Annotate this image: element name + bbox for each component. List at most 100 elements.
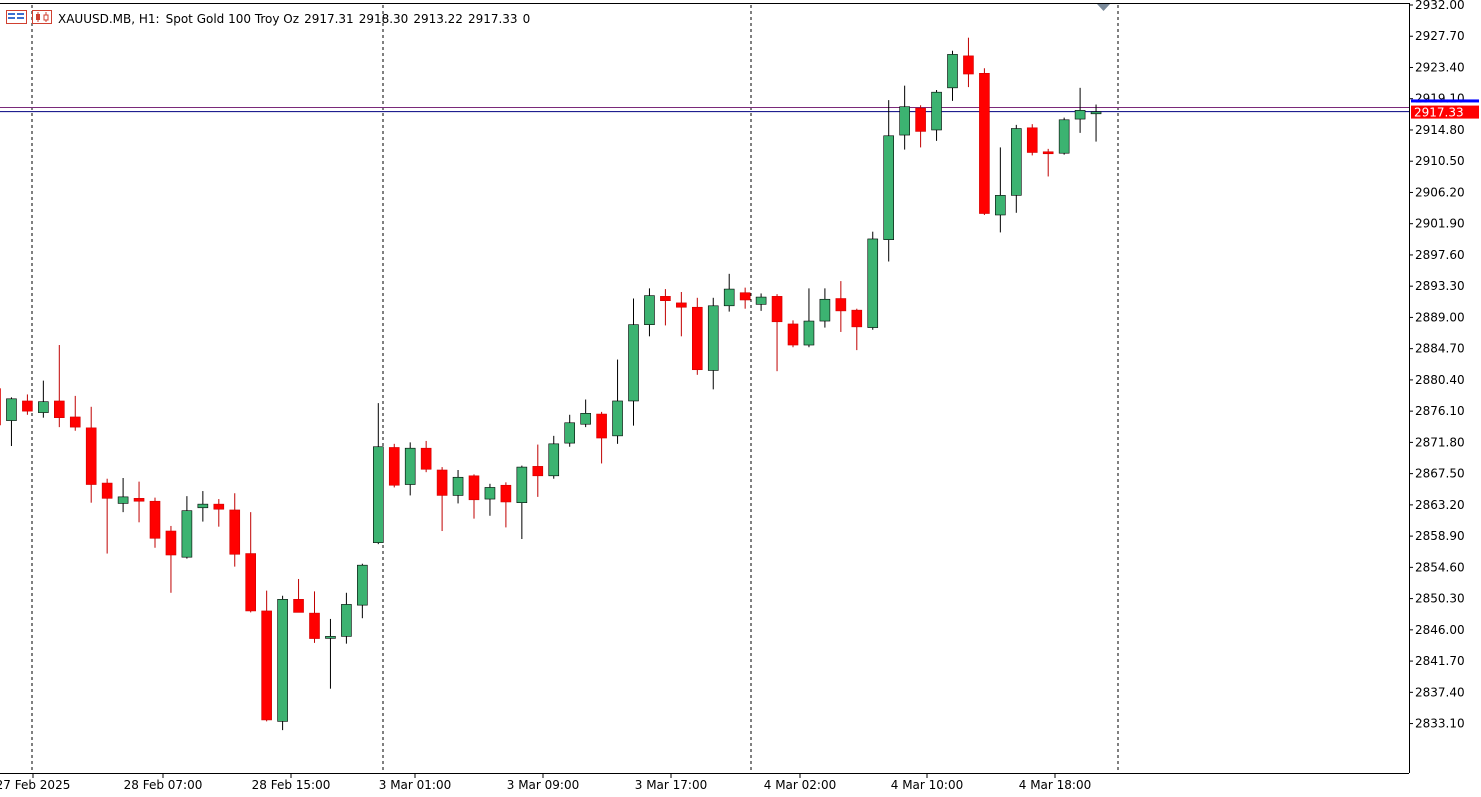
candle[interactable] [309, 591, 320, 643]
candle[interactable] [947, 50, 958, 101]
candle[interactable] [1010, 124, 1022, 213]
candle[interactable] [325, 618, 336, 689]
candle[interactable] [660, 289, 671, 326]
candle[interactable] [915, 105, 926, 148]
candle[interactable] [548, 435, 560, 479]
candle[interactable] [468, 474, 480, 519]
candle-body [420, 447, 432, 470]
candle[interactable] [245, 512, 256, 613]
y-tick-label: 2854.60 [1415, 560, 1465, 574]
candle[interactable] [963, 37, 974, 88]
candle-body [293, 599, 304, 613]
candle[interactable] [612, 359, 623, 444]
candle[interactable] [707, 297, 719, 390]
candle[interactable] [676, 291, 687, 337]
candle[interactable] [787, 320, 799, 348]
candle[interactable] [1026, 124, 1038, 156]
candle[interactable] [404, 442, 416, 496]
candle-body [436, 469, 448, 496]
candle[interactable] [564, 414, 576, 447]
candle[interactable] [899, 85, 910, 150]
candle[interactable] [771, 294, 783, 372]
candle[interactable] [181, 496, 193, 559]
candle[interactable] [484, 483, 496, 516]
candle[interactable] [6, 397, 17, 447]
candle[interactable] [628, 298, 639, 426]
candle-body [372, 446, 384, 543]
candle[interactable] [596, 411, 607, 464]
candle[interactable] [644, 288, 655, 337]
candle[interactable] [277, 595, 288, 731]
candle[interactable] [341, 592, 352, 644]
candle[interactable] [53, 345, 65, 428]
candle[interactable] [452, 469, 464, 504]
candle[interactable] [85, 406, 97, 503]
shift-marker-icon[interactable] [1097, 4, 1110, 11]
candle[interactable] [979, 68, 990, 215]
candle[interactable] [580, 399, 591, 428]
x-tick-label: 4 Mar 02:00 [764, 778, 837, 792]
candle-body [532, 466, 544, 477]
candle[interactable] [835, 281, 847, 332]
symbol-label: XAUUSD.MB, H1: [58, 11, 160, 26]
candle[interactable] [165, 525, 177, 593]
candle[interactable] [1042, 148, 1054, 177]
candle[interactable] [516, 465, 528, 540]
price-axis: 2932.00 2927.70 2923.40 2919.10 2914.80 2910.… [1409, 0, 1465, 731]
x-tick-label: 4 Mar 10:00 [891, 778, 964, 792]
candle-body [452, 476, 464, 496]
candle[interactable] [261, 590, 272, 722]
candle[interactable] [69, 395, 81, 431]
candle[interactable] [357, 563, 368, 619]
candle-body [899, 106, 910, 136]
candle[interactable] [38, 380, 49, 418]
candle[interactable] [388, 443, 400, 488]
candle-body [341, 604, 352, 637]
bid-price-tag [1411, 105, 1479, 119]
candle[interactable] [883, 100, 895, 262]
candle[interactable] [22, 394, 33, 415]
candle[interactable] [213, 499, 225, 527]
candle-body [787, 323, 799, 346]
candle[interactable] [995, 147, 1006, 233]
candle[interactable] [133, 481, 145, 523]
candle-body [213, 503, 225, 510]
candle[interactable] [755, 293, 767, 311]
candle[interactable] [0, 387, 1, 426]
candle-body [771, 296, 783, 323]
candle[interactable] [867, 231, 879, 330]
candle[interactable] [739, 287, 751, 309]
candle-body [1074, 110, 1086, 120]
candle[interactable] [1090, 104, 1102, 142]
candlestick-icon [32, 10, 52, 27]
candle-body [851, 309, 863, 328]
candle[interactable] [1058, 117, 1070, 155]
candle[interactable] [803, 288, 815, 348]
candle[interactable] [149, 497, 161, 548]
candle[interactable] [1074, 87, 1086, 133]
x-tick-label: 3 Mar 01:00 [379, 778, 452, 792]
candle[interactable] [293, 578, 304, 613]
candle[interactable] [229, 493, 241, 567]
candle[interactable] [532, 444, 544, 497]
candle[interactable] [931, 90, 942, 141]
candle[interactable] [723, 273, 735, 312]
candle[interactable] [372, 403, 384, 545]
candle[interactable] [101, 478, 113, 554]
candle-body [85, 427, 97, 485]
y-tick-label: 2932.00 [1415, 0, 1465, 12]
candle-body [229, 509, 241, 555]
candle-body [261, 610, 272, 721]
candle-body [1042, 151, 1054, 155]
candle[interactable] [117, 477, 129, 513]
candle[interactable] [851, 308, 863, 351]
candle[interactable] [420, 440, 432, 473]
candle-body [1026, 127, 1038, 153]
candle[interactable] [500, 482, 512, 528]
candle[interactable] [819, 288, 831, 328]
y-tick-label: 2863.20 [1415, 498, 1465, 512]
candle[interactable] [197, 491, 209, 522]
candle[interactable] [436, 467, 448, 532]
candle[interactable] [691, 297, 703, 375]
